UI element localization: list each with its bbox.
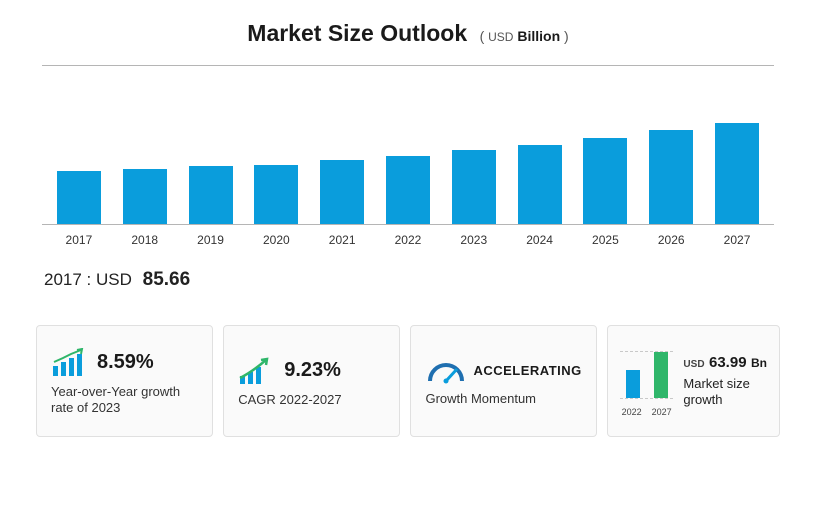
x-label: 2023 [452,233,496,247]
mini-year-2: 2027 [652,407,672,417]
paren-open: ( [480,28,485,44]
title-usd: USD [488,30,513,44]
title-unit: ( USD Billion ) [480,28,569,44]
bar [518,145,562,224]
bar [649,130,693,224]
paren-close: ) [564,28,569,44]
gauge-icon [425,357,465,385]
x-label: 2022 [386,233,430,247]
base-sep: : [82,270,96,289]
bar [123,169,167,224]
cagr-label: CAGR 2022-2027 [238,392,385,408]
stat-cards: 8.59% Year-over-Year growth rate of 2023… [36,325,780,437]
bar [189,166,233,224]
bar [583,138,627,224]
x-label: 2027 [715,233,759,247]
bar [452,150,496,224]
yoy-value: 8.59% [97,351,154,374]
x-label: 2020 [254,233,298,247]
mini-chart: 2022 2027 [620,345,674,417]
bar [715,123,759,224]
base-amount: 85.66 [143,269,191,290]
yoy-card: 8.59% Year-over-Year growth rate of 2023 [36,325,213,437]
base-year-value: 2017 : USD 85.66 [44,269,780,291]
momentum-card: ACCELERATING Growth Momentum [410,325,596,437]
momentum-label: Growth Momentum [425,391,581,407]
yoy-label: Year-over-Year growth rate of 2023 [51,384,198,417]
growth-unit: Bn [751,356,767,370]
x-label: 2021 [320,233,364,247]
title-row: Market Size Outlook ( USD Billion ) [36,20,780,47]
x-label: 2025 [583,233,627,247]
mini-bar [626,370,640,398]
bar [320,160,364,224]
growth-label: Market size growth [683,376,767,407]
cagr-card: 9.23% CAGR 2022-2027 [223,325,400,437]
x-axis-labels: 2017 2018 2019 2020 2021 2022 2023 2024 2025 2026… [42,233,774,247]
mini-year-1: 2022 [622,407,642,417]
bar [386,156,430,224]
growth-usd: USD [683,359,704,370]
x-label: 2018 [123,233,167,247]
x-label: 2019 [189,233,233,247]
x-label: 2017 [57,233,101,247]
title-billion: Billion [517,28,560,44]
bar-chart [42,65,774,225]
base-currency: USD [96,270,132,289]
cagr-value: 9.23% [284,359,341,382]
x-label: 2026 [649,233,693,247]
market-growth-card: 2022 2027 USD 63.99 Bn Market size growt… [607,325,780,437]
growth-value: 63.99 [709,354,747,371]
bar [254,165,298,224]
title-main: Market Size Outlook [247,20,467,46]
growth-icon [238,356,276,386]
infographic-container: Market Size Outlook ( USD Billion ) 2017… [0,0,816,528]
momentum-value: ACCELERATING [473,363,581,378]
bar [57,171,101,224]
base-year: 2017 [44,270,82,289]
bar-line-icon [51,348,89,378]
mini-bar [654,352,668,398]
x-label: 2024 [518,233,562,247]
